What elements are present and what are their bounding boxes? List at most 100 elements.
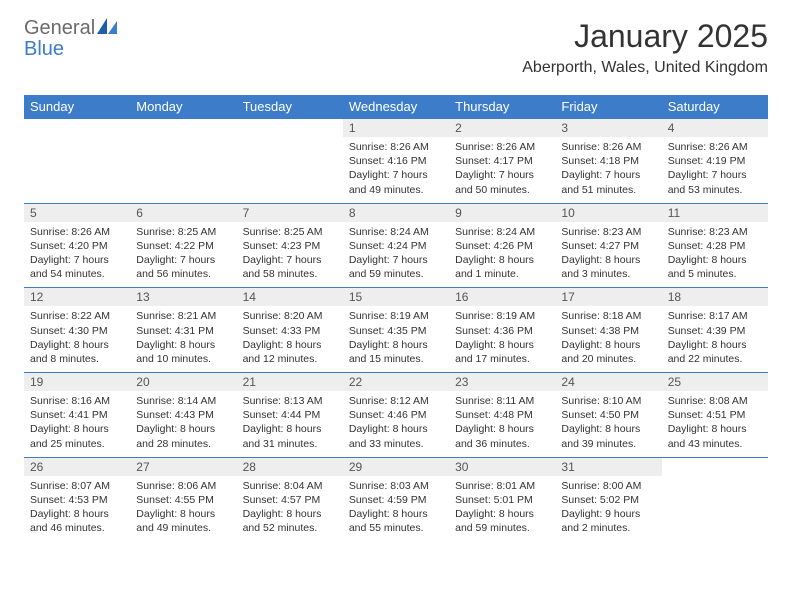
day-number: 18 — [662, 288, 768, 306]
day-number: 14 — [237, 288, 343, 306]
day-cell-13: 13Sunrise: 8:21 AMSunset: 4:31 PMDayligh… — [130, 288, 236, 373]
day-number: 24 — [555, 373, 661, 391]
day-number: 12 — [24, 288, 130, 306]
day-header-friday: Friday — [555, 95, 661, 119]
day-number: 1 — [343, 119, 449, 137]
day-cell-7: 7Sunrise: 8:25 AMSunset: 4:23 PMDaylight… — [237, 203, 343, 288]
logo-text-general: General — [24, 17, 95, 39]
day-details: Sunrise: 8:20 AMSunset: 4:33 PMDaylight:… — [237, 306, 343, 372]
day-cell-23: 23Sunrise: 8:11 AMSunset: 4:48 PMDayligh… — [449, 373, 555, 458]
day-details: Sunrise: 8:25 AMSunset: 4:23 PMDaylight:… — [237, 222, 343, 288]
day-cell-15: 15Sunrise: 8:19 AMSunset: 4:35 PMDayligh… — [343, 288, 449, 373]
day-number: 21 — [237, 373, 343, 391]
logo-text-blue: Blue — [24, 39, 119, 59]
day-details: Sunrise: 8:23 AMSunset: 4:27 PMDaylight:… — [555, 222, 661, 288]
day-details: Sunrise: 8:12 AMSunset: 4:46 PMDaylight:… — [343, 391, 449, 457]
day-details: Sunrise: 8:16 AMSunset: 4:41 PMDaylight:… — [24, 391, 130, 457]
empty-cell: .. — [662, 457, 768, 541]
empty-cell: .. — [237, 119, 343, 204]
day-number: 5 — [24, 204, 130, 222]
day-cell-27: 27Sunrise: 8:06 AMSunset: 4:55 PMDayligh… — [130, 457, 236, 541]
day-cell-3: 3Sunrise: 8:26 AMSunset: 4:18 PMDaylight… — [555, 119, 661, 204]
day-details: Sunrise: 8:24 AMSunset: 4:24 PMDaylight:… — [343, 222, 449, 288]
day-details: Sunrise: 8:18 AMSunset: 4:38 PMDaylight:… — [555, 306, 661, 372]
day-number: 7 — [237, 204, 343, 222]
day-cell-24: 24Sunrise: 8:10 AMSunset: 4:50 PMDayligh… — [555, 373, 661, 458]
day-number: 23 — [449, 373, 555, 391]
day-number: 3 — [555, 119, 661, 137]
day-cell-11: 11Sunrise: 8:23 AMSunset: 4:28 PMDayligh… — [662, 203, 768, 288]
month-title: January 2025 — [522, 18, 768, 55]
day-number: 27 — [130, 458, 236, 476]
day-details: Sunrise: 8:06 AMSunset: 4:55 PMDaylight:… — [130, 476, 236, 542]
day-details: Sunrise: 8:00 AMSunset: 5:02 PMDaylight:… — [555, 476, 661, 542]
day-details: Sunrise: 8:10 AMSunset: 4:50 PMDaylight:… — [555, 391, 661, 457]
week-row: 26Sunrise: 8:07 AMSunset: 4:53 PMDayligh… — [24, 457, 768, 541]
day-number: 22 — [343, 373, 449, 391]
day-header-row: SundayMondayTuesdayWednesdayThursdayFrid… — [24, 95, 768, 119]
day-header-sunday: Sunday — [24, 95, 130, 119]
day-header-wednesday: Wednesday — [343, 95, 449, 119]
day-cell-16: 16Sunrise: 8:19 AMSunset: 4:36 PMDayligh… — [449, 288, 555, 373]
day-details: Sunrise: 8:08 AMSunset: 4:51 PMDaylight:… — [662, 391, 768, 457]
day-cell-29: 29Sunrise: 8:03 AMSunset: 4:59 PMDayligh… — [343, 457, 449, 541]
day-cell-6: 6Sunrise: 8:25 AMSunset: 4:22 PMDaylight… — [130, 203, 236, 288]
day-cell-14: 14Sunrise: 8:20 AMSunset: 4:33 PMDayligh… — [237, 288, 343, 373]
day-number: 17 — [555, 288, 661, 306]
day-cell-26: 26Sunrise: 8:07 AMSunset: 4:53 PMDayligh… — [24, 457, 130, 541]
week-row: 5Sunrise: 8:26 AMSunset: 4:20 PMDaylight… — [24, 203, 768, 288]
day-details: Sunrise: 8:24 AMSunset: 4:26 PMDaylight:… — [449, 222, 555, 288]
day-header-thursday: Thursday — [449, 95, 555, 119]
day-cell-21: 21Sunrise: 8:13 AMSunset: 4:44 PMDayligh… — [237, 373, 343, 458]
day-details: Sunrise: 8:01 AMSunset: 5:01 PMDaylight:… — [449, 476, 555, 542]
week-row: 19Sunrise: 8:16 AMSunset: 4:41 PMDayligh… — [24, 373, 768, 458]
day-number: 11 — [662, 204, 768, 222]
day-details: Sunrise: 8:03 AMSunset: 4:59 PMDaylight:… — [343, 476, 449, 542]
day-cell-8: 8Sunrise: 8:24 AMSunset: 4:24 PMDaylight… — [343, 203, 449, 288]
day-details: Sunrise: 8:23 AMSunset: 4:28 PMDaylight:… — [662, 222, 768, 288]
day-details: Sunrise: 8:07 AMSunset: 4:53 PMDaylight:… — [24, 476, 130, 542]
day-number: 15 — [343, 288, 449, 306]
day-number: 19 — [24, 373, 130, 391]
day-cell-10: 10Sunrise: 8:23 AMSunset: 4:27 PMDayligh… — [555, 203, 661, 288]
day-number: 8 — [343, 204, 449, 222]
day-details: Sunrise: 8:19 AMSunset: 4:35 PMDaylight:… — [343, 306, 449, 372]
day-number: 30 — [449, 458, 555, 476]
day-header-saturday: Saturday — [662, 95, 768, 119]
day-cell-31: 31Sunrise: 8:00 AMSunset: 5:02 PMDayligh… — [555, 457, 661, 541]
day-number: 4 — [662, 119, 768, 137]
day-details: Sunrise: 8:17 AMSunset: 4:39 PMDaylight:… — [662, 306, 768, 372]
day-cell-20: 20Sunrise: 8:14 AMSunset: 4:43 PMDayligh… — [130, 373, 236, 458]
day-cell-28: 28Sunrise: 8:04 AMSunset: 4:57 PMDayligh… — [237, 457, 343, 541]
day-details: Sunrise: 8:14 AMSunset: 4:43 PMDaylight:… — [130, 391, 236, 457]
day-number: 9 — [449, 204, 555, 222]
day-number: 2 — [449, 119, 555, 137]
day-cell-12: 12Sunrise: 8:22 AMSunset: 4:30 PMDayligh… — [24, 288, 130, 373]
day-details: Sunrise: 8:22 AMSunset: 4:30 PMDaylight:… — [24, 306, 130, 372]
logo-sail-icon — [97, 21, 119, 38]
title-block: January 2025 Aberporth, Wales, United Ki… — [522, 18, 768, 77]
day-header-tuesday: Tuesday — [237, 95, 343, 119]
day-cell-5: 5Sunrise: 8:26 AMSunset: 4:20 PMDaylight… — [24, 203, 130, 288]
day-details: Sunrise: 8:26 AMSunset: 4:16 PMDaylight:… — [343, 137, 449, 203]
header: General Blue January 2025 Aberporth, Wal… — [24, 18, 768, 77]
day-details: Sunrise: 8:26 AMSunset: 4:19 PMDaylight:… — [662, 137, 768, 203]
day-number: 31 — [555, 458, 661, 476]
logo: General Blue — [24, 18, 119, 59]
day-number: 10 — [555, 204, 661, 222]
day-details: Sunrise: 8:26 AMSunset: 4:20 PMDaylight:… — [24, 222, 130, 288]
day-number: 6 — [130, 204, 236, 222]
day-cell-30: 30Sunrise: 8:01 AMSunset: 5:01 PMDayligh… — [449, 457, 555, 541]
day-cell-25: 25Sunrise: 8:08 AMSunset: 4:51 PMDayligh… — [662, 373, 768, 458]
day-details: Sunrise: 8:04 AMSunset: 4:57 PMDaylight:… — [237, 476, 343, 542]
location: Aberporth, Wales, United Kingdom — [522, 59, 768, 77]
day-header-monday: Monday — [130, 95, 236, 119]
day-cell-22: 22Sunrise: 8:12 AMSunset: 4:46 PMDayligh… — [343, 373, 449, 458]
day-cell-1: 1Sunrise: 8:26 AMSunset: 4:16 PMDaylight… — [343, 119, 449, 204]
day-cell-19: 19Sunrise: 8:16 AMSunset: 4:41 PMDayligh… — [24, 373, 130, 458]
day-details: Sunrise: 8:21 AMSunset: 4:31 PMDaylight:… — [130, 306, 236, 372]
day-number: 29 — [343, 458, 449, 476]
day-cell-17: 17Sunrise: 8:18 AMSunset: 4:38 PMDayligh… — [555, 288, 661, 373]
day-cell-9: 9Sunrise: 8:24 AMSunset: 4:26 PMDaylight… — [449, 203, 555, 288]
day-number: 13 — [130, 288, 236, 306]
